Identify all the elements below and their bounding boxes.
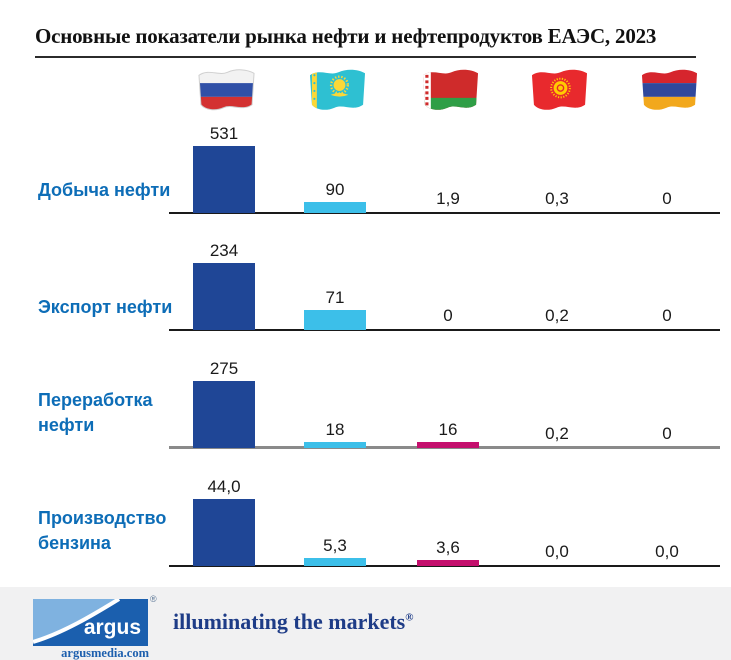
value-label-russia: 234 <box>209 241 239 260</box>
kazakhstan-flag-icon <box>308 67 367 112</box>
bar-russia <box>193 146 255 213</box>
bar-kazakhstan <box>304 202 366 213</box>
kyrgyzstan-flag-icon <box>530 67 589 112</box>
axis-baseline <box>169 212 720 214</box>
bar-belarus <box>417 442 479 448</box>
row-label-2: Экспорт нефти <box>38 297 173 317</box>
russia-flag-icon <box>197 67 256 112</box>
value-label-armenia: 0 <box>662 306 672 325</box>
registered-mark-icon: ® <box>150 594 157 604</box>
value-label-kyrgyzstan: 0,3 <box>545 189 569 208</box>
value-label-kazakhstan: 5,3 <box>323 536 347 555</box>
bar-belarus <box>417 560 479 566</box>
bar-russia <box>193 499 255 566</box>
tagline-text: illuminating the markets <box>173 609 406 634</box>
svg-text:argus: argus <box>84 616 141 639</box>
value-label-kazakhstan: 90 <box>325 180 345 199</box>
bar-russia <box>193 381 255 448</box>
value-label-belarus: 1,9 <box>436 189 460 208</box>
value-label-belarus: 16 <box>438 420 458 439</box>
value-label-kyrgyzstan: 0,2 <box>545 424 569 443</box>
page-title: Основные показатели рынка нефти и нефтеп… <box>35 24 657 48</box>
axis-baseline <box>169 329 720 331</box>
value-label-belarus: 3,6 <box>436 538 460 557</box>
title-underline <box>35 56 696 58</box>
value-label-kazakhstan: 18 <box>325 420 345 439</box>
armenia-flag-icon <box>640 67 699 112</box>
value-label-belarus: 0 <box>443 306 453 325</box>
belarus-flag-icon <box>421 67 480 112</box>
value-label-russia: 275 <box>209 359 239 378</box>
value-label-armenia: 0,0 <box>655 542 679 561</box>
value-label-armenia: 0 <box>662 189 672 208</box>
footer-bar: argus ® argusmedia.com illuminating the … <box>0 587 731 660</box>
argus-logo: argus <box>32 597 148 646</box>
value-label-russia: 44,0 <box>207 477 241 496</box>
row-label-1: Добыча нефти <box>38 180 171 200</box>
value-label-armenia: 0 <box>662 424 672 443</box>
axis-baseline <box>169 565 720 567</box>
value-label-kyrgyzstan: 0,2 <box>545 306 569 325</box>
argus-domain-text: argusmedia.com <box>61 646 149 660</box>
row-label-3: Переработка нефти <box>38 390 153 435</box>
bar-russia <box>193 263 255 330</box>
bar-kazakhstan <box>304 558 366 566</box>
registered-mark-icon: ® <box>405 611 414 624</box>
row-label-4: Производство бензина <box>38 508 167 553</box>
value-label-russia: 531 <box>209 124 239 143</box>
bar-kazakhstan <box>304 442 366 448</box>
bar-kazakhstan <box>304 310 366 330</box>
argus-tagline: illuminating the markets® <box>173 609 413 635</box>
value-label-kazakhstan: 71 <box>325 288 345 307</box>
value-label-kyrgyzstan: 0,0 <box>545 542 569 561</box>
